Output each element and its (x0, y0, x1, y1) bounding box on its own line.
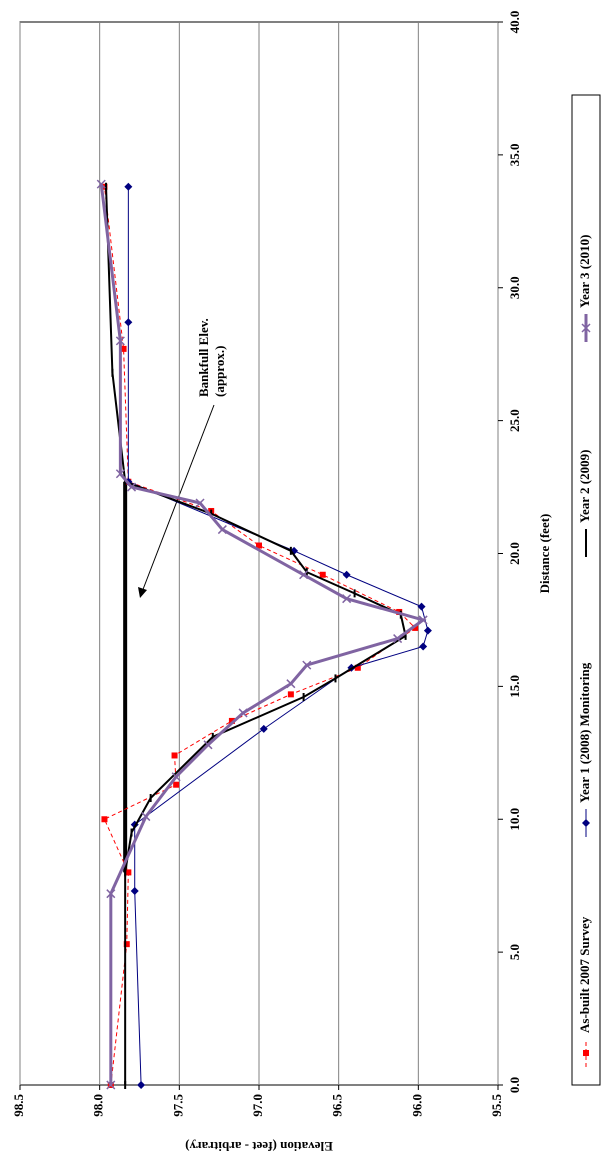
x-tick-label: 0.0 (507, 1077, 522, 1093)
marker (137, 1081, 146, 1089)
series-line (127, 186, 429, 1086)
legend-label: Year 2 (2009) (577, 450, 592, 523)
marker (115, 469, 125, 479)
marker (256, 542, 262, 549)
legend-label: Year 1 (2008) Monitoring (577, 662, 592, 803)
marker (141, 812, 151, 822)
legend-label: Year 3 (2010) (577, 235, 592, 308)
marker (238, 708, 248, 718)
x-tick-label: 10.0 (507, 808, 522, 831)
marker (393, 634, 403, 644)
y-axis-label: Elevation (feet - arbitrary) (185, 1139, 333, 1154)
marker (171, 772, 181, 782)
marker (342, 570, 351, 579)
legend-marker (582, 819, 590, 827)
marker (120, 345, 127, 352)
marker (171, 752, 178, 759)
marker (259, 724, 268, 733)
marker (101, 816, 108, 823)
series-line (99, 183, 427, 1085)
marker (124, 318, 133, 327)
series-line (103, 186, 416, 1086)
marker (286, 679, 296, 689)
x-tick-label: 5.0 (507, 944, 522, 960)
marker (418, 615, 428, 625)
marker (195, 498, 205, 508)
marker (419, 642, 428, 651)
marker (127, 482, 137, 492)
marker (217, 525, 227, 535)
x-tick-label: 20.0 (507, 542, 522, 565)
annotation: (approx.) (212, 346, 227, 397)
x-tick-label: 25.0 (507, 409, 522, 432)
marker (106, 1080, 116, 1090)
y-tick-label: 98.0 (91, 1094, 106, 1117)
arrow-head (138, 587, 147, 598)
marker (287, 691, 294, 698)
x-tick-label: 35.0 (507, 144, 522, 167)
y-tick-label: 98.5 (11, 1094, 26, 1117)
marker (96, 179, 106, 189)
marker (130, 887, 139, 896)
y-tick-label: 96.0 (409, 1094, 424, 1117)
marker (423, 626, 432, 635)
marker (302, 660, 312, 670)
x-axis-label: Distance (feet) (537, 514, 552, 594)
marker (124, 182, 133, 191)
marker (417, 602, 426, 611)
y-tick-label: 95.5 (489, 1094, 504, 1117)
marker (173, 781, 180, 788)
y-tick-label: 96.5 (330, 1094, 345, 1117)
marker (125, 869, 132, 876)
marker (115, 336, 125, 346)
x-tick-label: 15.0 (507, 675, 522, 698)
legend-box (571, 94, 601, 1086)
legend-label: As-built 2007 Survey (577, 916, 592, 1033)
marker (299, 570, 309, 580)
y-tick-label: 97.0 (250, 1094, 265, 1117)
marker (342, 594, 352, 604)
y-tick-label: 97.5 (170, 1094, 185, 1117)
marker (106, 889, 116, 899)
x-tick-label: 40.0 (507, 11, 522, 34)
legend-marker (581, 323, 591, 333)
series-line (105, 186, 407, 1085)
marker (203, 740, 213, 750)
legend-marker (583, 1050, 589, 1056)
annotation: Bankfull Elev. (196, 318, 211, 397)
x-tick-label: 30.0 (507, 276, 522, 299)
rotated-chart: 95.5 96.0 96.5 97.0 97.5 98.0 98.5 0.0 5.0 10.0 15… (11, 11, 601, 1154)
marker (319, 571, 326, 578)
